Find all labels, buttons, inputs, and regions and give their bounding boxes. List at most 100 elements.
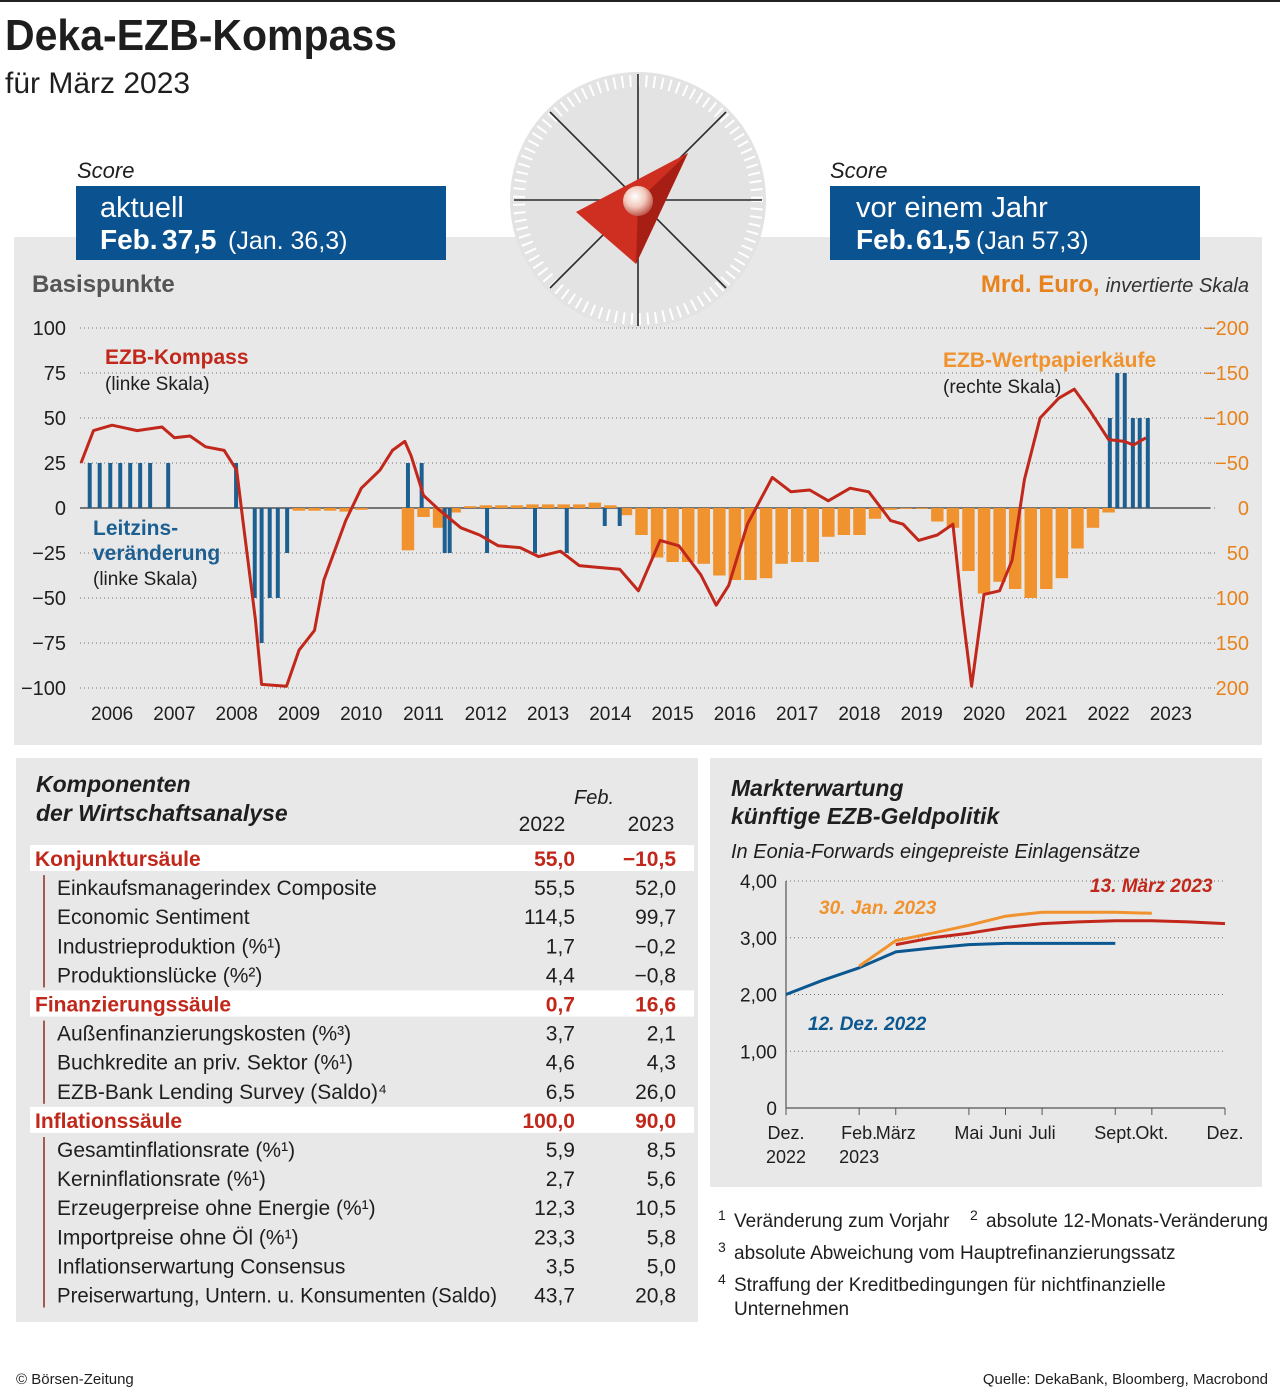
y-tick-label: 25 xyxy=(44,453,66,475)
x-tick-label: Sept. xyxy=(1094,1123,1137,1143)
score-month: Feb. xyxy=(100,224,158,255)
row-value: 5,0 xyxy=(647,1255,676,1278)
bar xyxy=(128,463,133,508)
footnote-mark: 2 xyxy=(970,1207,978,1223)
x-tick-label: Mai xyxy=(954,1123,984,1143)
bar xyxy=(118,463,123,508)
series-label: 12. Dez. 2022 xyxy=(808,1014,927,1035)
score-value: 61,5 xyxy=(916,224,971,255)
x-tick-label: 2017 xyxy=(776,704,818,725)
row-value: −0,2 xyxy=(635,935,676,958)
line xyxy=(858,910,1152,968)
bar xyxy=(234,463,239,508)
footnote-text: absolute 12-Monats-Veränderung xyxy=(986,1211,1269,1232)
group-value: 100,0 xyxy=(522,1110,575,1133)
bar xyxy=(1137,418,1142,508)
row-value: 3,5 xyxy=(546,1255,575,1278)
row-value: 5,6 xyxy=(647,1168,676,1191)
bar xyxy=(1040,508,1053,589)
score-heading: aktuell xyxy=(100,192,184,224)
x-tick-label: 2022 xyxy=(1087,704,1129,725)
y2-tick-label: −200 xyxy=(1204,318,1249,340)
y-tick-label: −50 xyxy=(32,588,66,610)
x-tick-label: Dez. xyxy=(1206,1123,1244,1143)
bar xyxy=(323,508,337,511)
footnote-text: Veränderung zum Vorjahr xyxy=(734,1211,950,1232)
bar xyxy=(485,508,490,553)
bar xyxy=(447,508,452,553)
row-value: 5,9 xyxy=(546,1139,575,1162)
y2-tick-label: −150 xyxy=(1204,363,1249,385)
x-tick-label: Juli xyxy=(1028,1123,1056,1143)
x-tick-label: 2015 xyxy=(651,704,693,725)
bar xyxy=(775,508,788,564)
bar xyxy=(617,508,622,526)
line xyxy=(785,941,1116,996)
x-tick-label: 2012 xyxy=(465,704,507,725)
bar xyxy=(259,508,264,643)
bar xyxy=(166,463,171,508)
x-tick-label: 2021 xyxy=(1025,704,1067,725)
bar xyxy=(868,508,882,519)
bar xyxy=(1130,418,1135,508)
y-tick-label: 0 xyxy=(766,1099,777,1120)
x-tick-label: 2023 xyxy=(1150,704,1192,725)
source: Quelle: DekaBank, Bloomberg, Macrobond xyxy=(983,1371,1268,1388)
bar xyxy=(405,463,410,508)
row-value: 114,5 xyxy=(524,906,575,929)
y2-tick-label: 50 xyxy=(1227,543,1249,565)
bar xyxy=(899,508,913,509)
series-note: (linke Skala) xyxy=(93,569,198,590)
bar xyxy=(884,508,897,510)
bar xyxy=(822,508,835,537)
row-value: 8,5 xyxy=(647,1139,676,1162)
y2-tick-label: 150 xyxy=(1216,633,1249,655)
series-label: Leitzins- veränderung xyxy=(93,517,221,565)
y2-axis-note: invertierte Skala xyxy=(1106,275,1249,297)
series-note: (linke Skala) xyxy=(105,374,210,395)
bar xyxy=(853,508,866,535)
bar xyxy=(697,508,711,564)
bar xyxy=(759,508,773,579)
bar xyxy=(285,508,290,553)
series-label: 13. März 2023 xyxy=(1090,876,1213,897)
row-label: Industrieproduktion (%¹) xyxy=(57,935,281,958)
bar xyxy=(713,508,726,576)
bar xyxy=(1086,508,1100,528)
copyright: © Börsen-Zeitung xyxy=(16,1371,134,1388)
bar xyxy=(355,508,368,510)
y-tick-label: 100 xyxy=(33,318,66,340)
bar xyxy=(495,505,508,508)
bar xyxy=(728,508,742,580)
row-value: 2,7 xyxy=(546,1168,575,1191)
bar xyxy=(790,508,804,562)
y-tick-label: 75 xyxy=(44,363,66,385)
bar xyxy=(108,463,113,508)
row-value: 4,3 xyxy=(647,1052,676,1075)
bar xyxy=(148,463,153,508)
group-band xyxy=(30,845,694,871)
row-value: −0,8 xyxy=(635,964,676,987)
bar xyxy=(1145,418,1150,508)
row-label: Preiserwartung, Untern. u. Konsumenten (… xyxy=(57,1285,497,1308)
footnote-mark: 1 xyxy=(718,1207,726,1223)
row-value: 1,7 xyxy=(546,935,575,958)
series-label: EZB-Kompass xyxy=(105,346,249,369)
x-tick-label: Feb. 2023 xyxy=(839,1123,880,1167)
row-value: 4,4 xyxy=(546,964,576,987)
footnote-mark: 4 xyxy=(718,1271,726,1287)
score-box xyxy=(76,186,446,260)
bar xyxy=(931,508,944,522)
row-label: EZB-Bank Lending Survey (Saldo)⁴ xyxy=(57,1081,387,1104)
y-tick-label: 2,00 xyxy=(740,986,777,1007)
y-tick-label: −75 xyxy=(32,633,66,655)
column-group: Feb. xyxy=(574,787,614,809)
compass xyxy=(510,72,766,328)
bar xyxy=(946,508,960,528)
score-previous: (Jan. 36,3) xyxy=(228,227,348,255)
row-value: 2,1 xyxy=(647,1023,676,1046)
row-value: 5,8 xyxy=(647,1226,676,1249)
bar xyxy=(977,508,991,594)
